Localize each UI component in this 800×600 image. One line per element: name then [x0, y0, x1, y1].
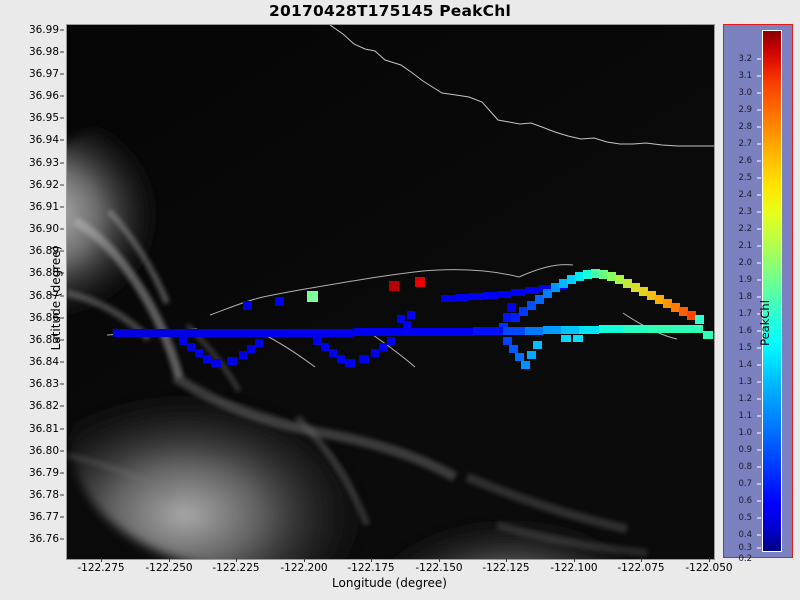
y-tick-label: 36.87: [28, 290, 59, 302]
survey-track-layer: [106, 264, 713, 369]
coastline-contour: [329, 25, 714, 147]
y-axis-label: Latitude (degree): [49, 245, 63, 351]
y-tick-label: 36.92: [28, 179, 59, 191]
colorbar-tick-label: 0.6: [738, 496, 752, 506]
colorbar-tick-label: 0.3: [738, 543, 752, 553]
y-tick-label: 36.99: [28, 24, 59, 36]
colorbar-tick-label: 2.4: [738, 190, 752, 200]
y-tick-label: 36.98: [28, 46, 59, 58]
y-tick-label: 36.81: [28, 423, 59, 435]
colorbar-tick-label: 1.9: [738, 275, 752, 285]
x-tick-label: -122.150: [415, 562, 463, 574]
colorbar-label: PeakChl: [758, 300, 772, 346]
colorbar-tick-label: 1.1: [738, 411, 752, 421]
colorbar-panel[interactable]: 3.2 3.1 3.0 2.9 2.8 2.7 2.6 2.5 2.4 2.3 …: [723, 24, 793, 564]
colorbar-tick-label: 0.9: [738, 445, 752, 455]
y-tick-label: 36.83: [28, 378, 59, 390]
y-tick-label: 36.90: [28, 223, 59, 235]
colorbar-tick-label: 2.0: [738, 258, 752, 268]
x-tick-label: -122.200: [280, 562, 328, 574]
x-tick-label: -122.250: [145, 562, 193, 574]
y-tick-label: 36.94: [28, 134, 59, 146]
colorbar-tick-label: 0.7: [738, 479, 752, 489]
y-tick-label: 36.82: [28, 400, 59, 412]
colorbar-tick-label: 1.4: [738, 360, 752, 370]
y-tick-label: 36.84: [28, 356, 59, 368]
y-tick-label: 36.95: [28, 112, 59, 124]
map-axes[interactable]: [66, 24, 715, 560]
colorbar-tick-label: 1.0: [738, 428, 752, 438]
y-tick-label: 36.97: [28, 68, 59, 80]
y-tick-label: 36.93: [28, 157, 59, 169]
x-tick-label: -122.075: [617, 562, 665, 574]
y-tick-label: 36.89: [28, 245, 59, 257]
colorbar-tick-label: 1.5: [738, 343, 752, 353]
y-tick-label: 36.78: [28, 489, 59, 501]
colorbar-tick-label: 2.7: [738, 139, 752, 149]
y-tick-label: 36.85: [28, 334, 59, 346]
x-tick-label: -122.175: [347, 562, 395, 574]
colorbar-tick-label: 1.7: [738, 309, 752, 319]
x-tick-label: -122.275: [77, 562, 125, 574]
x-tick-label: -122.050: [685, 562, 733, 574]
colorbar-tick-label: 3.1: [738, 71, 752, 81]
colorbar-tick-label: 0.5: [738, 513, 752, 523]
y-tick-label: 36.88: [28, 267, 59, 279]
x-tick-label: -122.100: [550, 562, 598, 574]
colorbar-tick-label: 0.4: [738, 530, 752, 540]
colorbar-tick-label: 2.3: [738, 207, 752, 217]
y-tick-label: 36.79: [28, 467, 59, 479]
colorbar-tick-label: 2.9: [738, 105, 752, 115]
figure-title: 20170428T175145 PeakChl: [269, 2, 511, 20]
colorbar-tick-label: 1.6: [738, 326, 752, 336]
colorbar-tick-label: 3.2: [738, 54, 752, 64]
colorbar-tick-label: 2.2: [738, 224, 752, 234]
colorbar-tick-label: 1.2: [738, 394, 752, 404]
x-axis-label: Longitude (degree): [332, 576, 447, 590]
x-tick-label: -122.225: [212, 562, 260, 574]
y-tick-label: 36.76: [28, 533, 59, 545]
colorbar-tick-label: 3.0: [738, 88, 752, 98]
colorbar-tick-label: 2.1: [738, 241, 752, 251]
y-tick-label: 36.91: [28, 201, 59, 213]
colorbar-tick-label: 1.3: [738, 377, 752, 387]
x-tick-label: -122.125: [482, 562, 530, 574]
y-tick-label: 36.80: [28, 445, 59, 457]
colorbar-tick-label: 2.5: [738, 173, 752, 183]
y-tick-label: 36.86: [28, 312, 59, 324]
colorbar-gradient: [762, 30, 782, 552]
colorbar-tick-label: 0.2: [738, 554, 752, 564]
y-tick-label: 36.96: [28, 90, 59, 102]
sample-markers: [113, 269, 713, 369]
colorbar-tick-label: 0.8: [738, 462, 752, 472]
colorbar-tick-label: 1.8: [738, 292, 752, 302]
colorbar-tick-label: 2.6: [738, 156, 752, 166]
y-tick-label: 36.77: [28, 511, 59, 523]
bathymetry-layer: [67, 25, 714, 559]
colorbar-tick-label: 2.8: [738, 122, 752, 132]
vehicle-track: [106, 264, 678, 368]
